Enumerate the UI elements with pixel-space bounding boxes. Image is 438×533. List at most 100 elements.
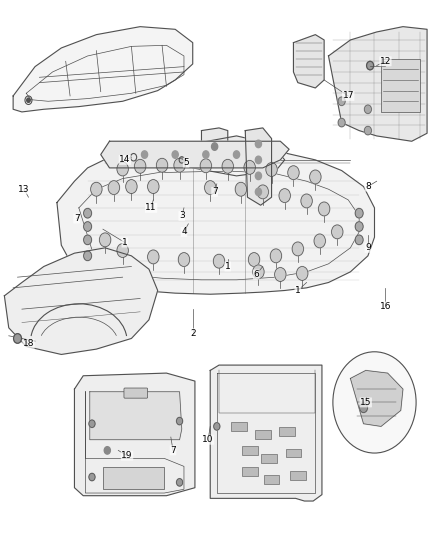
Polygon shape	[245, 128, 272, 205]
Circle shape	[255, 172, 261, 180]
Circle shape	[355, 235, 363, 245]
Circle shape	[117, 244, 128, 257]
Circle shape	[14, 334, 21, 343]
Circle shape	[338, 97, 345, 106]
Circle shape	[89, 420, 95, 427]
Circle shape	[148, 180, 159, 193]
Circle shape	[364, 126, 371, 135]
Circle shape	[255, 188, 261, 196]
Circle shape	[332, 225, 343, 239]
Circle shape	[318, 202, 330, 216]
Bar	[264, 475, 279, 484]
Circle shape	[84, 251, 92, 261]
Text: 12: 12	[380, 57, 391, 66]
FancyBboxPatch shape	[124, 388, 148, 398]
Circle shape	[156, 158, 168, 172]
Text: 15: 15	[360, 398, 371, 407]
Bar	[242, 446, 258, 455]
Polygon shape	[350, 370, 403, 426]
Circle shape	[99, 233, 111, 247]
FancyBboxPatch shape	[381, 59, 420, 112]
Circle shape	[297, 266, 308, 280]
Circle shape	[233, 151, 240, 158]
Circle shape	[214, 423, 220, 430]
Bar	[290, 471, 306, 480]
Circle shape	[117, 162, 128, 176]
Circle shape	[91, 182, 102, 196]
Circle shape	[172, 151, 178, 158]
Text: 4: 4	[181, 228, 187, 236]
Circle shape	[275, 268, 286, 281]
Circle shape	[314, 234, 325, 248]
Bar	[255, 430, 271, 439]
Circle shape	[148, 250, 159, 264]
Bar	[103, 467, 164, 489]
Bar	[242, 467, 258, 476]
Circle shape	[257, 185, 268, 199]
Text: 1: 1	[225, 262, 231, 271]
Circle shape	[89, 473, 95, 481]
Polygon shape	[328, 27, 427, 141]
Circle shape	[84, 208, 92, 218]
Text: 8: 8	[365, 182, 371, 191]
Circle shape	[235, 182, 247, 196]
Circle shape	[126, 180, 137, 193]
Circle shape	[222, 159, 233, 173]
Circle shape	[104, 447, 110, 454]
Circle shape	[200, 159, 212, 173]
Polygon shape	[293, 35, 324, 88]
Text: 17: 17	[343, 92, 354, 100]
Circle shape	[178, 253, 190, 266]
Circle shape	[338, 118, 345, 127]
Text: 9: 9	[365, 244, 371, 252]
Circle shape	[355, 222, 363, 231]
Circle shape	[367, 61, 374, 70]
Polygon shape	[57, 149, 374, 294]
Circle shape	[134, 159, 146, 173]
Circle shape	[301, 194, 312, 208]
Text: 14: 14	[119, 156, 131, 164]
Circle shape	[141, 151, 148, 158]
Text: 7: 7	[170, 446, 176, 455]
Circle shape	[255, 156, 261, 164]
Polygon shape	[90, 392, 182, 440]
Polygon shape	[101, 141, 289, 168]
Circle shape	[355, 208, 363, 218]
Circle shape	[27, 98, 30, 102]
Circle shape	[108, 181, 120, 195]
Text: 3: 3	[179, 212, 185, 220]
Circle shape	[205, 181, 216, 195]
Circle shape	[310, 170, 321, 184]
Circle shape	[253, 265, 264, 279]
Circle shape	[248, 253, 260, 266]
Circle shape	[266, 163, 277, 176]
Circle shape	[360, 403, 367, 413]
Text: 6: 6	[253, 270, 259, 279]
Circle shape	[174, 158, 185, 172]
Polygon shape	[4, 248, 158, 354]
Polygon shape	[74, 373, 195, 496]
Text: 11: 11	[145, 204, 157, 212]
Text: 10: 10	[202, 435, 214, 444]
Bar	[286, 449, 301, 457]
Bar	[261, 454, 277, 463]
Text: 1: 1	[122, 238, 128, 247]
Polygon shape	[13, 27, 193, 112]
Text: 13: 13	[18, 185, 30, 193]
Circle shape	[279, 189, 290, 203]
Circle shape	[84, 235, 92, 245]
Polygon shape	[201, 128, 228, 155]
Text: 2: 2	[190, 329, 195, 337]
Circle shape	[244, 160, 255, 174]
Bar	[279, 427, 295, 436]
Circle shape	[333, 352, 416, 453]
Polygon shape	[180, 136, 285, 176]
Text: 7: 7	[212, 188, 218, 196]
Circle shape	[255, 140, 261, 148]
Circle shape	[177, 479, 183, 486]
Circle shape	[84, 222, 92, 231]
Circle shape	[212, 143, 218, 150]
Polygon shape	[210, 365, 322, 501]
Text: 19: 19	[121, 451, 133, 460]
Circle shape	[288, 166, 299, 180]
